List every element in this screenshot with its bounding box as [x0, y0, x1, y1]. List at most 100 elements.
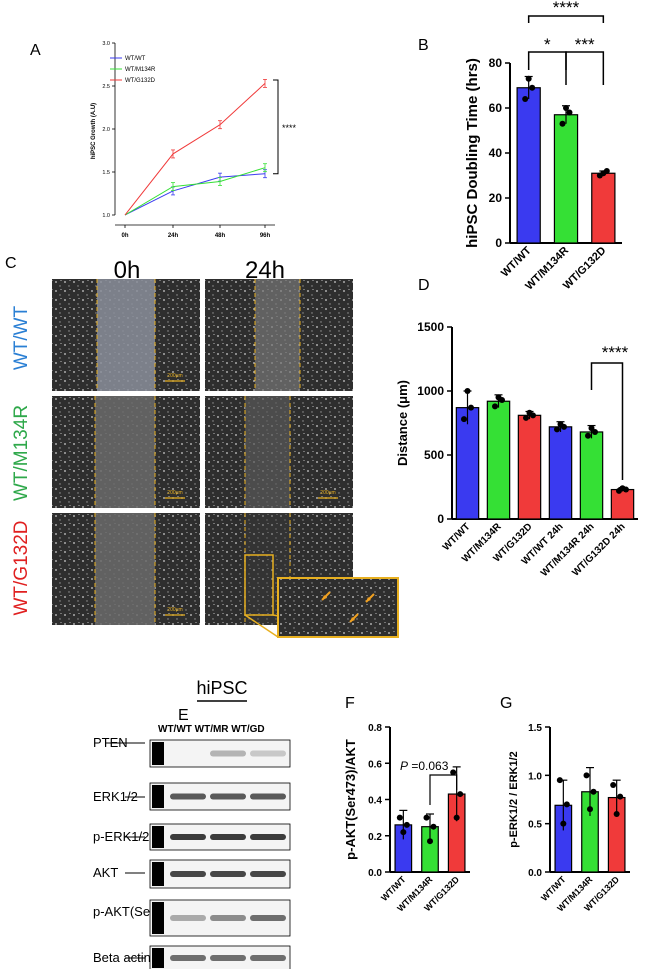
x-tick-label: 24h: [168, 233, 179, 239]
y-tick-label: 0.5: [528, 820, 542, 831]
scratch-gap: [95, 396, 155, 508]
sig-bracket-wt-m134r: [527, 51, 567, 70]
y-tick-label: 1000: [417, 384, 444, 398]
data-point: [563, 105, 569, 111]
scale-bar-label: 200μm: [320, 490, 335, 496]
arrow-icon-head: [366, 597, 371, 602]
panel-a: A 1.0 1.5 2.0 2.5 3.0 0h 24h 48h 96h hiPSC Growth…: [30, 41, 297, 239]
blot-band: [170, 834, 206, 840]
sig-bracket: [429, 774, 458, 805]
y-tick-label: 0: [495, 236, 502, 250]
data-point: [590, 788, 597, 795]
panel-e: E hiPSC WT/WT WT/MR WT/GD PTENERK1/2p-ER…: [93, 678, 291, 971]
data-point: [556, 777, 563, 784]
panel-g: G 0.00.51.01.5p-ERK1/2 / ERK1/2WT/WTWT/M…: [500, 695, 630, 914]
scale-bar-label: 200μm: [167, 490, 182, 496]
y-tick-label: 1.5: [528, 723, 542, 734]
series-line-1: [124, 167, 266, 216]
sig-bracket-wt-g132d: [527, 15, 605, 23]
y-tick-label: 0.6: [368, 759, 382, 770]
scratch-gap: [95, 513, 155, 625]
inset-connector: [244, 614, 279, 638]
scale-bar-label: 200μm: [167, 373, 182, 379]
y-tick-label: 40: [489, 146, 503, 160]
data-point: [583, 772, 590, 779]
data-point: [559, 120, 566, 127]
scratch-gap: [97, 279, 155, 391]
series-line-2: [124, 83, 266, 216]
x-tick-label: 0h: [121, 233, 128, 239]
y-tick-label: 0.8: [368, 723, 382, 734]
blot-band: [170, 915, 206, 921]
panel-c-letter: C: [5, 255, 17, 272]
data-point: [430, 823, 437, 830]
blot-band: [250, 750, 286, 757]
y-tick-label: 0.2: [368, 832, 382, 843]
sig-bracket: [590, 362, 624, 480]
pakt-bar-chart: 0.00.20.40.60.8p-AKT(Ser473)/AKTWT/WTWT/…: [343, 723, 470, 914]
bar-2: [517, 414, 542, 520]
bar-1: [486, 400, 511, 520]
growth-line-chart: 1.0 1.5 2.0 2.5 3.0 0h 24h 48h 96h hiPSC Growth (…: [91, 41, 297, 239]
blot-edge: [152, 902, 164, 934]
data-point: [457, 791, 464, 798]
data-point: [492, 403, 498, 410]
y-tick-label: 20: [489, 191, 503, 205]
y-tick-label: 500: [424, 448, 444, 462]
inset-zoom: [277, 577, 399, 638]
blot-edge: [152, 742, 164, 765]
data-point: [530, 412, 536, 419]
arrow-icon-head: [322, 595, 327, 600]
y-tick-label: 0.0: [368, 868, 382, 879]
western-title: hiPSC: [196, 678, 247, 698]
x-tick-label: 48h: [215, 233, 226, 239]
perk-bar-chart: 0.00.51.01.5p-ERK1/2 / ERK1/2WT/WTWT/M13…: [508, 723, 630, 914]
sig-stars-wt-g132d: ****: [553, 0, 580, 17]
bar-0: [516, 87, 541, 244]
y-axis-title: hiPSC Doubling Time (hrs): [464, 58, 481, 248]
data-point: [450, 769, 457, 776]
blot-band: [170, 955, 206, 961]
arrow-icon-head: [350, 617, 355, 622]
bar-4: [579, 431, 604, 520]
y-axis-title: Distance (μm): [395, 380, 410, 466]
row-label-m134r: WT/M134R: [11, 405, 32, 501]
y-tick-label: 60: [489, 101, 503, 115]
blot-band: [210, 955, 246, 961]
bar-1: [553, 114, 579, 244]
y-tick-label: 0.4: [368, 796, 382, 807]
series-line-0: [124, 173, 266, 216]
y-tick-label: 2.5: [102, 84, 110, 90]
x-tick-label: WT/M134R 24h: [539, 521, 597, 579]
y-tick-label: 3.0: [102, 41, 110, 47]
legend-label: WT/WT: [125, 56, 146, 62]
y-tick-label: 1.0: [528, 771, 542, 782]
data-point: [592, 428, 598, 435]
data-point: [427, 838, 433, 845]
data-point: [523, 414, 529, 421]
blot-band: [210, 871, 246, 877]
data-point: [560, 820, 567, 827]
data-point: [587, 806, 593, 813]
data-point: [525, 75, 532, 82]
blot-band: [250, 793, 286, 800]
p-symbol: P: [400, 759, 408, 773]
bar-3: [548, 426, 573, 520]
data-point: [464, 388, 471, 394]
data-point: [566, 109, 573, 116]
panel-b-letter: B: [418, 37, 429, 54]
panel-g-letter: G: [500, 695, 512, 712]
sig-stars-wt-m134r: *: [544, 35, 551, 54]
panel-b: B 0 20 40 60 80 hiPSC Doubling Time (hrs) WT/W…: [418, 0, 622, 292]
data-point: [585, 432, 591, 439]
data-point: [468, 404, 474, 411]
blot-band: [210, 793, 246, 800]
data-point: [423, 814, 430, 821]
panel-a-letter: A: [30, 42, 41, 59]
data-point: [617, 793, 624, 800]
y-tick-label: 80: [489, 56, 503, 70]
data-point: [554, 426, 560, 433]
panel-c: C 0h 24h WT/WT WT/M134R WT/G132D 200μm20…: [5, 255, 399, 638]
